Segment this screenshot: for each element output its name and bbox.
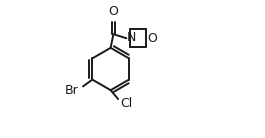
Text: Br: Br	[65, 84, 78, 97]
Text: N: N	[127, 31, 136, 44]
Text: O: O	[148, 32, 157, 45]
Text: O: O	[108, 6, 118, 18]
Text: Cl: Cl	[121, 97, 133, 110]
